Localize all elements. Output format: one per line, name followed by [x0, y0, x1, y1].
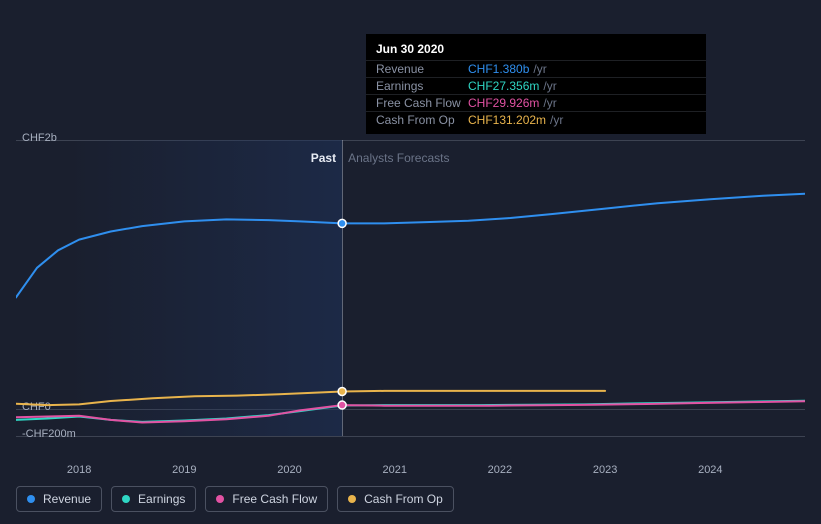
legend-label: Revenue	[43, 492, 91, 506]
tooltip-unit: /yr	[533, 62, 546, 76]
tooltip-unit: /yr	[550, 113, 563, 127]
tooltip-row: RevenueCHF1.380b/yr	[366, 60, 706, 77]
tooltip-unit: /yr	[543, 79, 556, 93]
legend-label: Free Cash Flow	[232, 492, 317, 506]
tooltip-row: Free Cash FlowCHF29.926m/yr	[366, 94, 706, 111]
x-axis-label: 2019	[172, 464, 196, 476]
tooltip-value: CHF29.926m	[468, 96, 539, 110]
legend-dot-icon	[216, 495, 224, 503]
legend-label: Cash From Op	[364, 492, 443, 506]
legend-dot-icon	[348, 495, 356, 503]
x-axis-label: 2024	[698, 464, 722, 476]
x-axis-label: 2022	[488, 464, 512, 476]
series-cash_from_op	[16, 391, 605, 405]
tooltip-row: Cash From OpCHF131.202m/yr	[366, 111, 706, 128]
series-revenue	[16, 194, 805, 298]
legend-dot-icon	[27, 495, 35, 503]
x-axis-label: 2018	[67, 464, 91, 476]
chart-tooltip: Jun 30 2020 RevenueCHF1.380b/yrEarningsC…	[366, 34, 706, 134]
tooltip-key: Cash From Op	[376, 113, 468, 127]
marker-cash_from_op	[338, 387, 346, 395]
marker-revenue	[338, 219, 346, 227]
tooltip-key: Free Cash Flow	[376, 96, 468, 110]
chart-legend: Revenue Earnings Free Cash Flow Cash From O…	[16, 486, 454, 512]
tooltip-date: Jun 30 2020	[366, 40, 706, 60]
tooltip-row: EarningsCHF27.356m/yr	[366, 77, 706, 94]
legend-item-cash_from_op[interactable]: Cash From Op	[337, 486, 454, 512]
tooltip-key: Earnings	[376, 79, 468, 93]
legend-item-free_cash_flow[interactable]: Free Cash Flow	[205, 486, 328, 512]
legend-label: Earnings	[138, 492, 185, 506]
tooltip-value: CHF1.380b	[468, 62, 529, 76]
legend-item-earnings[interactable]: Earnings	[111, 486, 196, 512]
x-axis-label: 2023	[593, 464, 617, 476]
tooltip-value: CHF131.202m	[468, 113, 546, 127]
tooltip-key: Revenue	[376, 62, 468, 76]
financial-chart: CHF2bCHF0-CHF200m Past Analysts Forecast…	[16, 16, 805, 476]
tooltip-value: CHF27.356m	[468, 79, 539, 93]
tooltip-unit: /yr	[543, 96, 556, 110]
legend-item-revenue[interactable]: Revenue	[16, 486, 102, 512]
marker-free_cash_flow	[338, 401, 346, 409]
legend-dot-icon	[122, 495, 130, 503]
x-axis-label: 2020	[277, 464, 301, 476]
x-axis-label: 2021	[382, 464, 406, 476]
